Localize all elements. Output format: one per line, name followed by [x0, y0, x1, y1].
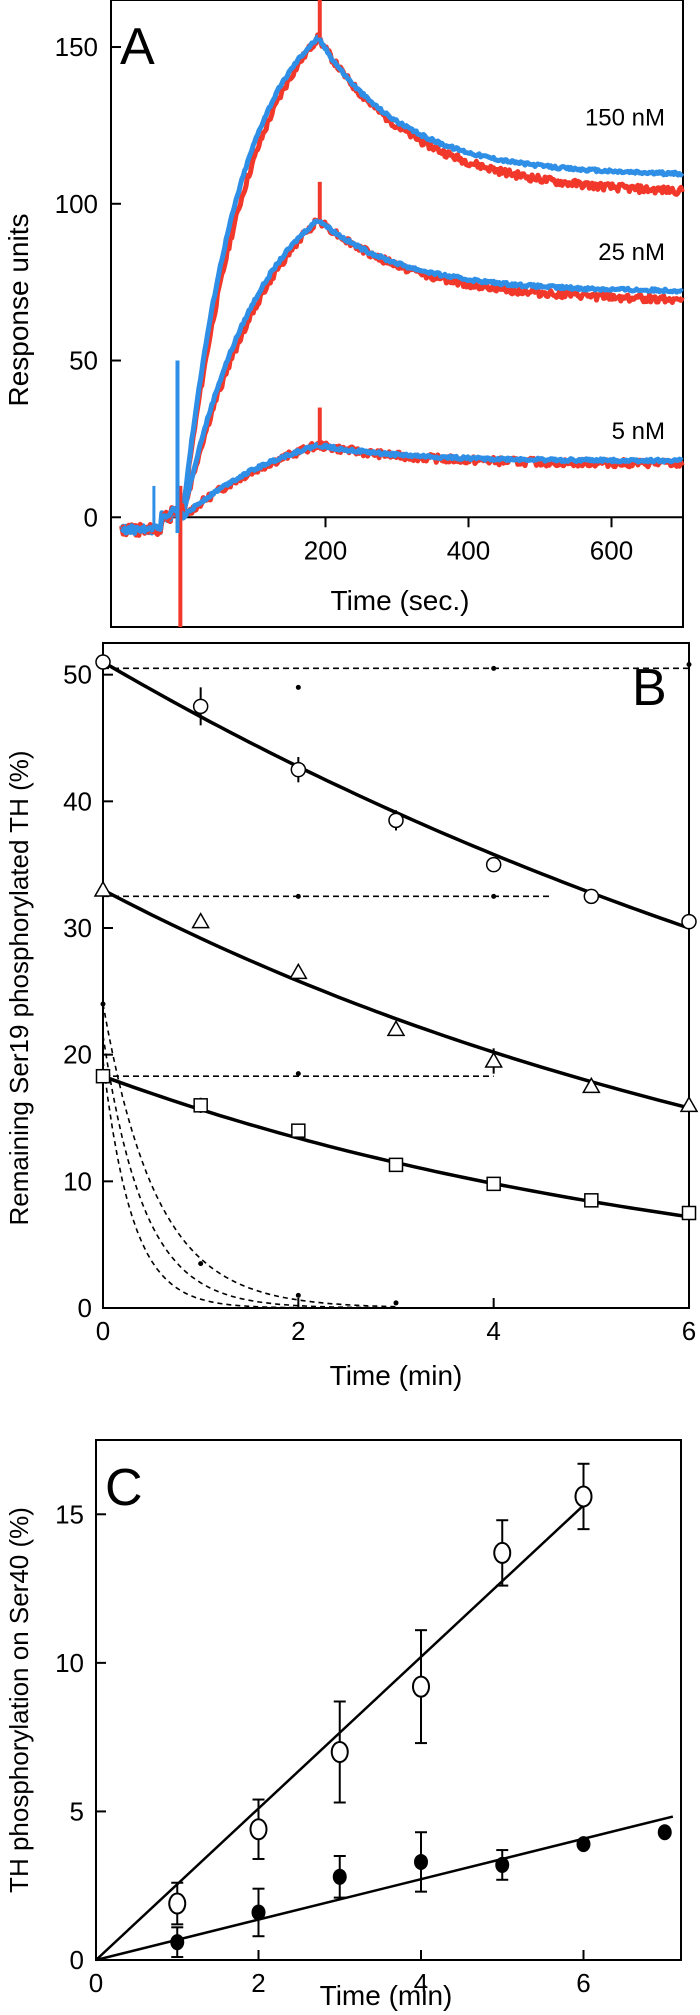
panel-b-small-dot: [295, 1292, 301, 1298]
panel-a-blue-trace: [119, 34, 685, 536]
panel-b-decay-curve: [102, 1060, 396, 1309]
panel-c-x-tick-label: 4: [414, 1968, 428, 1998]
panel-c-point-open: [574, 1485, 593, 1508]
panel-c-point-open: [412, 1675, 430, 1698]
panel-a-series-label: 25 nM: [598, 239, 665, 266]
panel-b-small-dot: [295, 684, 301, 690]
panel-c-frame: [95, 1439, 682, 1961]
panel-b-y-tick-label: 10: [63, 1166, 92, 1196]
panel-b-point-square: [193, 1098, 208, 1113]
panel-b-point-square: [291, 1123, 306, 1138]
panel-a-blue-trace: [119, 218, 684, 536]
panel-a-y-tick-label: 150: [55, 32, 98, 62]
panel-b-x-axis-label: Time (min): [330, 1360, 463, 1391]
panel-b-point-circle: [485, 856, 502, 873]
panel-b-y-tick-label: 30: [63, 913, 92, 943]
panel-b-point-square: [584, 1193, 599, 1208]
panel-b-y-tick-label: 40: [63, 786, 92, 816]
panel-c-point-filled: [414, 1853, 428, 1870]
panel-b-x-tick-label: 6: [682, 1316, 696, 1346]
panel-b-small-dot: [393, 1300, 399, 1306]
panel-c-point-filled: [657, 1824, 672, 1841]
panel-a-series-label: 150 nM: [585, 104, 665, 131]
panel-c-y-tick-label: 5: [70, 1796, 84, 1826]
panel-b-small-dot: [198, 1261, 204, 1267]
panel-c-point-filled: [170, 1934, 185, 1951]
panel-b-small-dot: [686, 662, 692, 668]
panel-b-point-circle: [681, 913, 697, 930]
panel-a-y-tick-label: 100: [55, 189, 98, 219]
panel-a-y-tick-label: 50: [69, 346, 98, 376]
panel-c-point-open: [249, 1818, 268, 1841]
panel-c-x-tick-label: 2: [251, 1968, 265, 1998]
panel-b-point-triangle: [191, 912, 210, 929]
panel-c-point-filled: [251, 1904, 266, 1921]
panel-b-point-triangle: [582, 1076, 601, 1094]
panel-b-y-tick-label: 0: [78, 1293, 92, 1323]
panel-c-x-axis-label: Time (min): [320, 1980, 453, 2011]
panel-b-fit-curve: [102, 660, 690, 930]
panel-b-small-dot: [491, 893, 497, 899]
panel-a-x-tick-label: 400: [447, 535, 490, 565]
panel-a-x-axis-label: Time (sec.): [331, 585, 470, 616]
panel-b-frame: [102, 642, 690, 1309]
panel-b-point-square: [95, 1068, 111, 1084]
panel-b-point-circle: [192, 698, 209, 715]
panel-b-small-dot: [295, 893, 301, 899]
panel-b-point-triangle: [679, 1095, 699, 1113]
panel-a-chart: A 200 400 600 0 50 100 150 150 nM 25 nM 5 nM Tim…: [3, 0, 685, 628]
panel-b-point-triangle: [93, 880, 113, 897]
panel-c-point-open: [168, 1892, 187, 1915]
panel-c-chart: C 0 2 4 6 0 5 10 15 Time (min) TH phosphorylati…: [4, 1439, 682, 2011]
panel-c-x-tick-label: 0: [89, 1968, 103, 1998]
panel-c-fit-line: [95, 1496, 593, 1961]
panel-a-letter: A: [120, 18, 155, 76]
panel-c-fit-line: [95, 1815, 674, 1962]
panel-c-point-open: [330, 1741, 349, 1763]
panel-b-fit-curve: [102, 888, 690, 1110]
panel-b-point-square: [388, 1157, 404, 1173]
panel-b-y-axis-label: Remaining Ser19 phosphorylated TH (%): [4, 751, 34, 1226]
panel-b-small-dot: [491, 665, 497, 671]
panel-b-decay-curve: [102, 1003, 397, 1308]
panel-a-red-trace: [119, 32, 685, 537]
panel-c-y-tick-label: 10: [55, 1648, 84, 1678]
panel-c-point-filled: [495, 1856, 510, 1873]
panel-b-point-triangle: [386, 1019, 406, 1037]
panel-b-point-circle: [95, 654, 111, 670]
panel-b-point-circle: [583, 888, 600, 905]
panel-b-point-triangle: [484, 1051, 503, 1068]
panel-b-small-dot: [295, 1071, 301, 1077]
panel-a-frame: [110, 0, 684, 628]
panel-a-blue-trace: [119, 442, 684, 536]
panel-b-x-tick-label: 0: [96, 1316, 110, 1346]
panel-c-letter: C: [105, 1459, 143, 1517]
panel-b-point-square: [681, 1205, 697, 1221]
panel-a-x-tick-label: 600: [590, 535, 633, 565]
panel-c-point-filled: [576, 1836, 591, 1853]
panel-b-x-tick-label: 2: [291, 1316, 305, 1346]
panel-b-y-tick-label: 20: [63, 1040, 92, 1070]
panel-c-point-filled: [332, 1868, 347, 1885]
panel-c-point-open: [493, 1541, 512, 1564]
panel-c-y-tick-label: 15: [55, 1499, 84, 1529]
panel-b-small-dot: [100, 1001, 106, 1007]
panel-c-x-tick-label: 6: [576, 1968, 590, 1998]
panel-c-y-tick-label: 0: [70, 1945, 84, 1975]
panel-a-y-tick-label: 0: [84, 502, 98, 532]
panel-b-y-tick-label: 50: [63, 660, 92, 690]
panel-b-point-circle: [290, 761, 307, 778]
panel-b-point-triangle: [289, 962, 308, 980]
panel-b-fit-curve: [102, 1074, 690, 1219]
panel-b-point-circle: [388, 812, 404, 829]
panel-a-series-label: 5 nM: [612, 418, 665, 445]
panel-a-x-tick-label: 200: [304, 535, 347, 565]
panel-b-x-tick-label: 4: [486, 1316, 500, 1346]
panel-a-y-axis-label: Response units: [3, 213, 34, 406]
panel-b-point-square: [486, 1176, 501, 1192]
panel-c-y-axis-label: TH phosphorylation on Ser40 (%): [4, 1507, 34, 1893]
